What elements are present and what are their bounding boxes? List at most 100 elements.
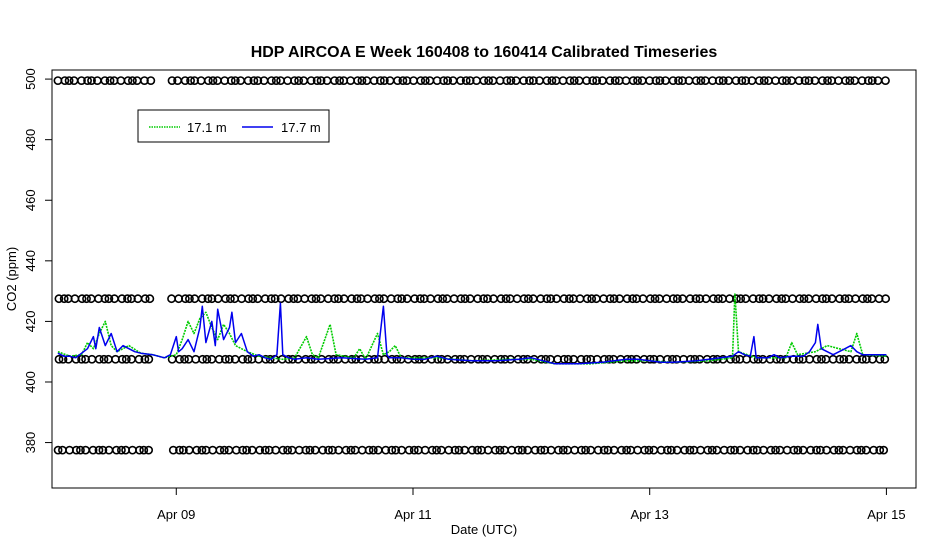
reference-marker-427.5-105 bbox=[672, 294, 682, 304]
reference-marker-499.5-83 bbox=[547, 76, 557, 86]
reference-marker-407.5-16 bbox=[144, 354, 154, 364]
reference-marker-499.5-41 bbox=[306, 76, 316, 86]
reference-marker-427.5-59 bbox=[410, 294, 420, 304]
reference-marker-427.5-52 bbox=[370, 294, 380, 304]
reference-marker-499.5-119 bbox=[754, 76, 764, 86]
reference-marker-407.5-0 bbox=[54, 354, 64, 364]
reference-marker-499.5-52 bbox=[369, 76, 379, 86]
reference-marker-407.5-24 bbox=[207, 354, 217, 364]
reference-marker-499.5-75 bbox=[502, 76, 512, 86]
reference-marker-407.5-129 bbox=[812, 354, 822, 364]
reference-marker-377.5-96 bbox=[622, 445, 631, 455]
reference-marker-407.5-137 bbox=[857, 354, 867, 364]
reference-marker-407.5-19 bbox=[180, 354, 189, 364]
reference-marker-427.5-19 bbox=[180, 294, 190, 304]
reference-marker-377.5-115 bbox=[730, 445, 740, 455]
reference-marker-499.5-86 bbox=[565, 76, 575, 86]
reference-marker-499.5-13 bbox=[128, 76, 137, 86]
reference-marker-499.5-76 bbox=[506, 76, 516, 86]
reference-marker-377.5-77 bbox=[513, 445, 523, 455]
reference-marker-427.5-94 bbox=[609, 294, 619, 304]
reference-marker-377.5-111 bbox=[707, 445, 717, 455]
reference-marker-499.5-77 bbox=[511, 76, 521, 86]
reference-marker-407.5-56 bbox=[392, 354, 402, 364]
reference-marker-407.5-11 bbox=[117, 354, 127, 364]
reference-marker-499.5-29 bbox=[236, 76, 246, 86]
reference-marker-427.5-61 bbox=[419, 294, 429, 304]
reference-marker-427.5-137 bbox=[858, 294, 868, 304]
reference-marker-407.5-119 bbox=[753, 354, 763, 364]
reference-marker-427.5-107 bbox=[685, 294, 695, 304]
reference-marker-377.5-123 bbox=[775, 445, 785, 455]
reference-marker-499.5-137 bbox=[857, 76, 867, 86]
reference-marker-499.5-43 bbox=[316, 76, 326, 86]
reference-marker-407.5-136 bbox=[852, 354, 862, 364]
reference-marker-499.5-46 bbox=[335, 76, 344, 86]
reference-marker-499.5-100 bbox=[645, 76, 654, 86]
reference-marker-427.5-23 bbox=[203, 294, 213, 304]
reference-marker-427.5-116 bbox=[736, 294, 746, 304]
reference-marker-427.5-57 bbox=[397, 294, 407, 304]
reference-marker-427.5-134 bbox=[840, 294, 850, 304]
reference-marker-427.5-141 bbox=[881, 294, 891, 304]
reference-marker-499.5-116 bbox=[737, 76, 747, 86]
reference-marker-407.5-18 bbox=[175, 354, 184, 364]
reference-marker-499.5-1 bbox=[60, 76, 70, 86]
reference-marker-427.5-45 bbox=[330, 294, 339, 304]
reference-marker-407.5-135 bbox=[844, 354, 854, 364]
reference-marker-499.5-68 bbox=[461, 76, 471, 86]
reference-marker-427.5-108 bbox=[691, 294, 701, 304]
reference-marker-407.5-107 bbox=[686, 354, 695, 364]
reference-marker-407.5-14 bbox=[134, 354, 144, 364]
reference-marker-427.5-122 bbox=[772, 294, 781, 304]
reference-marker-427.5-79 bbox=[523, 294, 533, 304]
reference-marker-377.5-47 bbox=[341, 445, 351, 455]
reference-marker-407.5-88 bbox=[576, 354, 586, 364]
reference-marker-427.5-90 bbox=[587, 294, 597, 304]
reference-marker-427.5-111 bbox=[709, 294, 718, 304]
reference-marker-499.5-105 bbox=[674, 76, 683, 86]
reference-marker-377.5-41 bbox=[305, 445, 315, 455]
reference-marker-499.5-115 bbox=[731, 76, 741, 86]
reference-marker-407.5-40 bbox=[301, 354, 311, 364]
reference-marker-407.5-93 bbox=[604, 354, 614, 364]
reference-marker-499.5-25 bbox=[213, 76, 222, 86]
reference-marker-377.5-132 bbox=[829, 445, 839, 455]
reference-marker-427.5-69 bbox=[465, 294, 475, 304]
reference-marker-499.5-65 bbox=[443, 76, 453, 86]
reference-marker-499.5-71 bbox=[479, 76, 489, 86]
legend-label-17-7m: 17.7 m bbox=[281, 120, 321, 135]
reference-marker-427.5-128 bbox=[804, 294, 814, 304]
reference-marker-427.5-22 bbox=[197, 294, 207, 304]
reference-marker-377.5-40 bbox=[301, 445, 311, 455]
reference-marker-407.5-71 bbox=[478, 354, 487, 364]
reference-marker-499.5-30 bbox=[243, 76, 253, 86]
reference-marker-427.5-81 bbox=[536, 294, 546, 304]
reference-marker-499.5-126 bbox=[794, 76, 804, 86]
reference-marker-407.5-130 bbox=[817, 354, 826, 364]
reference-marker-499.5-61 bbox=[420, 76, 430, 86]
reference-marker-427.5-106 bbox=[678, 294, 687, 304]
reference-marker-427.5-119 bbox=[754, 294, 764, 304]
reference-marker-377.5-102 bbox=[656, 445, 666, 455]
reference-marker-407.5-86 bbox=[563, 354, 573, 364]
reference-marker-407.5-4 bbox=[77, 354, 86, 364]
reference-marker-377.5-17 bbox=[168, 445, 178, 455]
reference-marker-377.5-137 bbox=[856, 445, 866, 455]
reference-marker-407.5-13 bbox=[127, 354, 136, 364]
reference-marker-427.5-42 bbox=[311, 294, 321, 304]
reference-marker-499.5-139 bbox=[867, 76, 877, 86]
reference-marker-427.5-33 bbox=[260, 294, 270, 304]
reference-marker-499.5-24 bbox=[208, 76, 218, 86]
reference-marker-377.5-48 bbox=[346, 445, 356, 455]
reference-marker-407.5-62 bbox=[427, 354, 437, 364]
reference-marker-377.5-59 bbox=[409, 445, 419, 455]
reference-marker-377.5-26 bbox=[219, 445, 229, 455]
reference-marker-499.5-91 bbox=[592, 76, 602, 86]
reference-marker-427.5-70 bbox=[473, 294, 483, 304]
reference-marker-407.5-27 bbox=[224, 354, 234, 364]
reference-marker-427.5-133 bbox=[835, 294, 844, 304]
reference-marker-499.5-34 bbox=[267, 76, 276, 86]
reference-marker-427.5-32 bbox=[253, 294, 263, 304]
